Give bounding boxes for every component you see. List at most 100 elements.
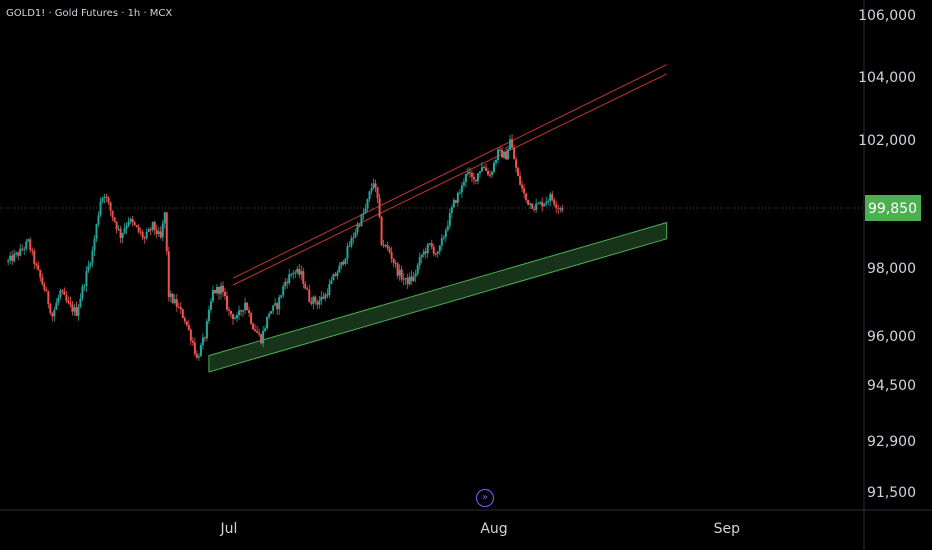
candle-body xyxy=(159,231,162,238)
candle-body xyxy=(318,300,321,305)
candle-body xyxy=(332,274,335,281)
candle-body xyxy=(19,248,22,256)
candle-body xyxy=(537,203,540,205)
candle-body xyxy=(101,197,104,202)
candle-body xyxy=(288,274,291,284)
candle-body xyxy=(328,284,331,296)
candle-body xyxy=(274,303,277,306)
candle-body xyxy=(47,291,50,305)
candle-body xyxy=(207,309,210,322)
candle-body xyxy=(83,285,86,287)
candle-body xyxy=(406,277,409,285)
candle-body xyxy=(501,149,504,158)
candle-body xyxy=(555,204,558,208)
candle-body xyxy=(460,185,463,193)
candle-body xyxy=(509,139,512,150)
candle-body xyxy=(173,299,176,303)
candle-body xyxy=(456,192,459,203)
candle-body xyxy=(464,173,467,182)
candle-body xyxy=(490,171,493,175)
candle-body xyxy=(507,149,510,160)
candle-body xyxy=(430,243,433,248)
candle-body xyxy=(448,212,451,226)
time-axis[interactable]: Jul Aug Sep xyxy=(220,521,741,537)
candle-body xyxy=(141,232,144,238)
candle-body xyxy=(250,313,253,324)
candle-body xyxy=(109,202,112,211)
candle-body xyxy=(73,307,76,312)
candle-body xyxy=(543,203,546,207)
candle-body xyxy=(197,356,200,358)
candle-body xyxy=(75,307,78,316)
candle-body xyxy=(240,310,243,312)
candle-body xyxy=(59,290,62,298)
candle-body xyxy=(316,302,319,305)
candle-body xyxy=(131,219,134,223)
candle-body xyxy=(169,293,172,298)
candlesticks xyxy=(7,134,564,361)
replay-icon[interactable]: » xyxy=(476,489,494,507)
candle-body xyxy=(17,252,20,256)
candle-body xyxy=(157,231,160,235)
candle-body xyxy=(454,200,457,203)
candle-body xyxy=(266,316,269,329)
candle-body xyxy=(527,199,530,205)
candle-body xyxy=(71,304,74,312)
candle-body xyxy=(278,296,281,310)
price-axis[interactable]: 106,000 104,000 102,000 98,000 96,000 94,500 9… xyxy=(858,8,916,501)
price-tick-label: 102,000 xyxy=(858,133,916,149)
candle-body xyxy=(533,208,536,210)
candle-body xyxy=(408,276,411,285)
candle-body xyxy=(238,310,241,316)
candle-body xyxy=(350,238,353,246)
candle-body xyxy=(232,314,235,319)
candle-body xyxy=(63,291,66,296)
candle-body xyxy=(306,288,309,290)
candle-body xyxy=(547,200,550,202)
candle-body xyxy=(444,230,447,238)
candle-body xyxy=(189,329,192,341)
candle-body xyxy=(513,147,516,160)
candle-body xyxy=(195,353,198,358)
candle-body xyxy=(376,187,379,199)
candle-body xyxy=(111,210,114,218)
candle-body xyxy=(372,183,375,189)
candle-body xyxy=(330,280,333,285)
candle-body xyxy=(531,203,534,209)
channel-annotations[interactable] xyxy=(208,64,668,373)
candle-body xyxy=(302,271,305,285)
candle-body xyxy=(219,285,222,294)
candle-body xyxy=(21,248,24,250)
candle-body xyxy=(539,202,542,204)
candle-body xyxy=(165,212,168,252)
candle-body xyxy=(37,265,40,271)
candle-body xyxy=(384,245,387,247)
chart-title: GOLD1! · Gold Futures · 1h · MCX xyxy=(6,8,173,19)
candle-body xyxy=(402,279,405,281)
candle-body xyxy=(380,216,383,245)
candle-body xyxy=(41,277,44,285)
candle-body xyxy=(452,200,455,208)
candle-body xyxy=(103,196,106,198)
candle-body xyxy=(221,285,224,292)
candle-body xyxy=(123,228,126,234)
candle-body xyxy=(151,221,154,230)
candle-body xyxy=(458,192,461,194)
candle-body xyxy=(201,337,204,346)
candle-body xyxy=(225,296,228,310)
candle-body xyxy=(428,243,431,245)
candle-body xyxy=(209,301,212,310)
candle-body xyxy=(282,286,285,296)
candle-body xyxy=(193,342,196,354)
candle-body xyxy=(480,167,483,172)
candle-body xyxy=(436,251,439,254)
candle-body xyxy=(294,272,297,274)
candle-body xyxy=(488,174,491,176)
candle-body xyxy=(129,219,132,222)
candle-body xyxy=(234,318,237,320)
candle-body xyxy=(272,305,275,312)
candle-body xyxy=(55,302,58,310)
candle-body xyxy=(356,224,359,233)
candle-body xyxy=(404,277,407,280)
